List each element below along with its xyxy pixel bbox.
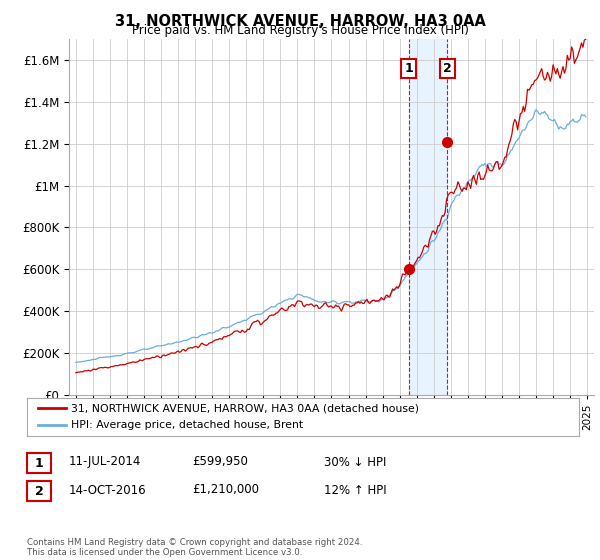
Text: 2: 2 xyxy=(443,62,452,75)
Text: £1,210,000: £1,210,000 xyxy=(192,483,259,497)
Text: 12% ↑ HPI: 12% ↑ HPI xyxy=(324,483,386,497)
Text: 11-JUL-2014: 11-JUL-2014 xyxy=(69,455,142,469)
Text: 30% ↓ HPI: 30% ↓ HPI xyxy=(324,455,386,469)
Text: 31, NORTHWICK AVENUE, HARROW, HA3 0AA (detached house): 31, NORTHWICK AVENUE, HARROW, HA3 0AA (d… xyxy=(71,403,419,413)
Bar xyxy=(409,39,447,395)
Text: 31, NORTHWICK AVENUE, HARROW, HA3 0AA: 31, NORTHWICK AVENUE, HARROW, HA3 0AA xyxy=(115,14,485,29)
Text: Contains HM Land Registry data © Crown copyright and database right 2024.
This d: Contains HM Land Registry data © Crown c… xyxy=(27,538,362,557)
Text: Price paid vs. HM Land Registry's House Price Index (HPI): Price paid vs. HM Land Registry's House … xyxy=(131,24,469,37)
Text: HPI: Average price, detached house, Brent: HPI: Average price, detached house, Bren… xyxy=(71,420,303,430)
Text: £599,950: £599,950 xyxy=(192,455,248,469)
Text: 2: 2 xyxy=(35,484,43,498)
Text: 1: 1 xyxy=(35,456,43,470)
Text: 14-OCT-2016: 14-OCT-2016 xyxy=(69,483,146,497)
Text: 1: 1 xyxy=(404,62,413,75)
